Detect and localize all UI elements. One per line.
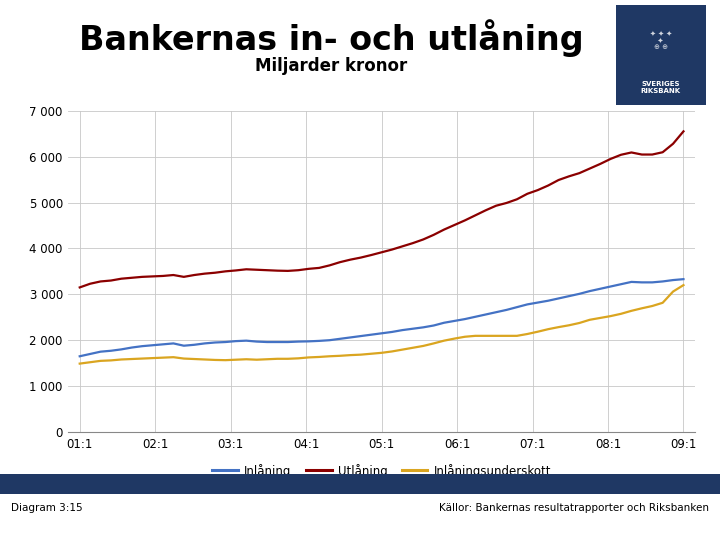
Text: Bankernas in- och utlåning: Bankernas in- och utlåning	[79, 19, 583, 57]
Text: Källor: Bankernas resultatrapporter och Riksbanken: Källor: Bankernas resultatrapporter och …	[439, 503, 709, 514]
Text: Miljarder kronor: Miljarder kronor	[255, 57, 408, 75]
Text: ✦ ✦ ✦
  ✦  
⊕ ⊕: ✦ ✦ ✦ ✦ ⊕ ⊕	[649, 30, 672, 50]
Text: SVERIGES
RIKSBANK: SVERIGES RIKSBANK	[641, 80, 680, 94]
Text: Diagram 3:15: Diagram 3:15	[11, 503, 82, 514]
Legend: Inlåning, Utlåning, Inlåningsunderskott: Inlåning, Utlåning, Inlåningsunderskott	[207, 459, 556, 482]
